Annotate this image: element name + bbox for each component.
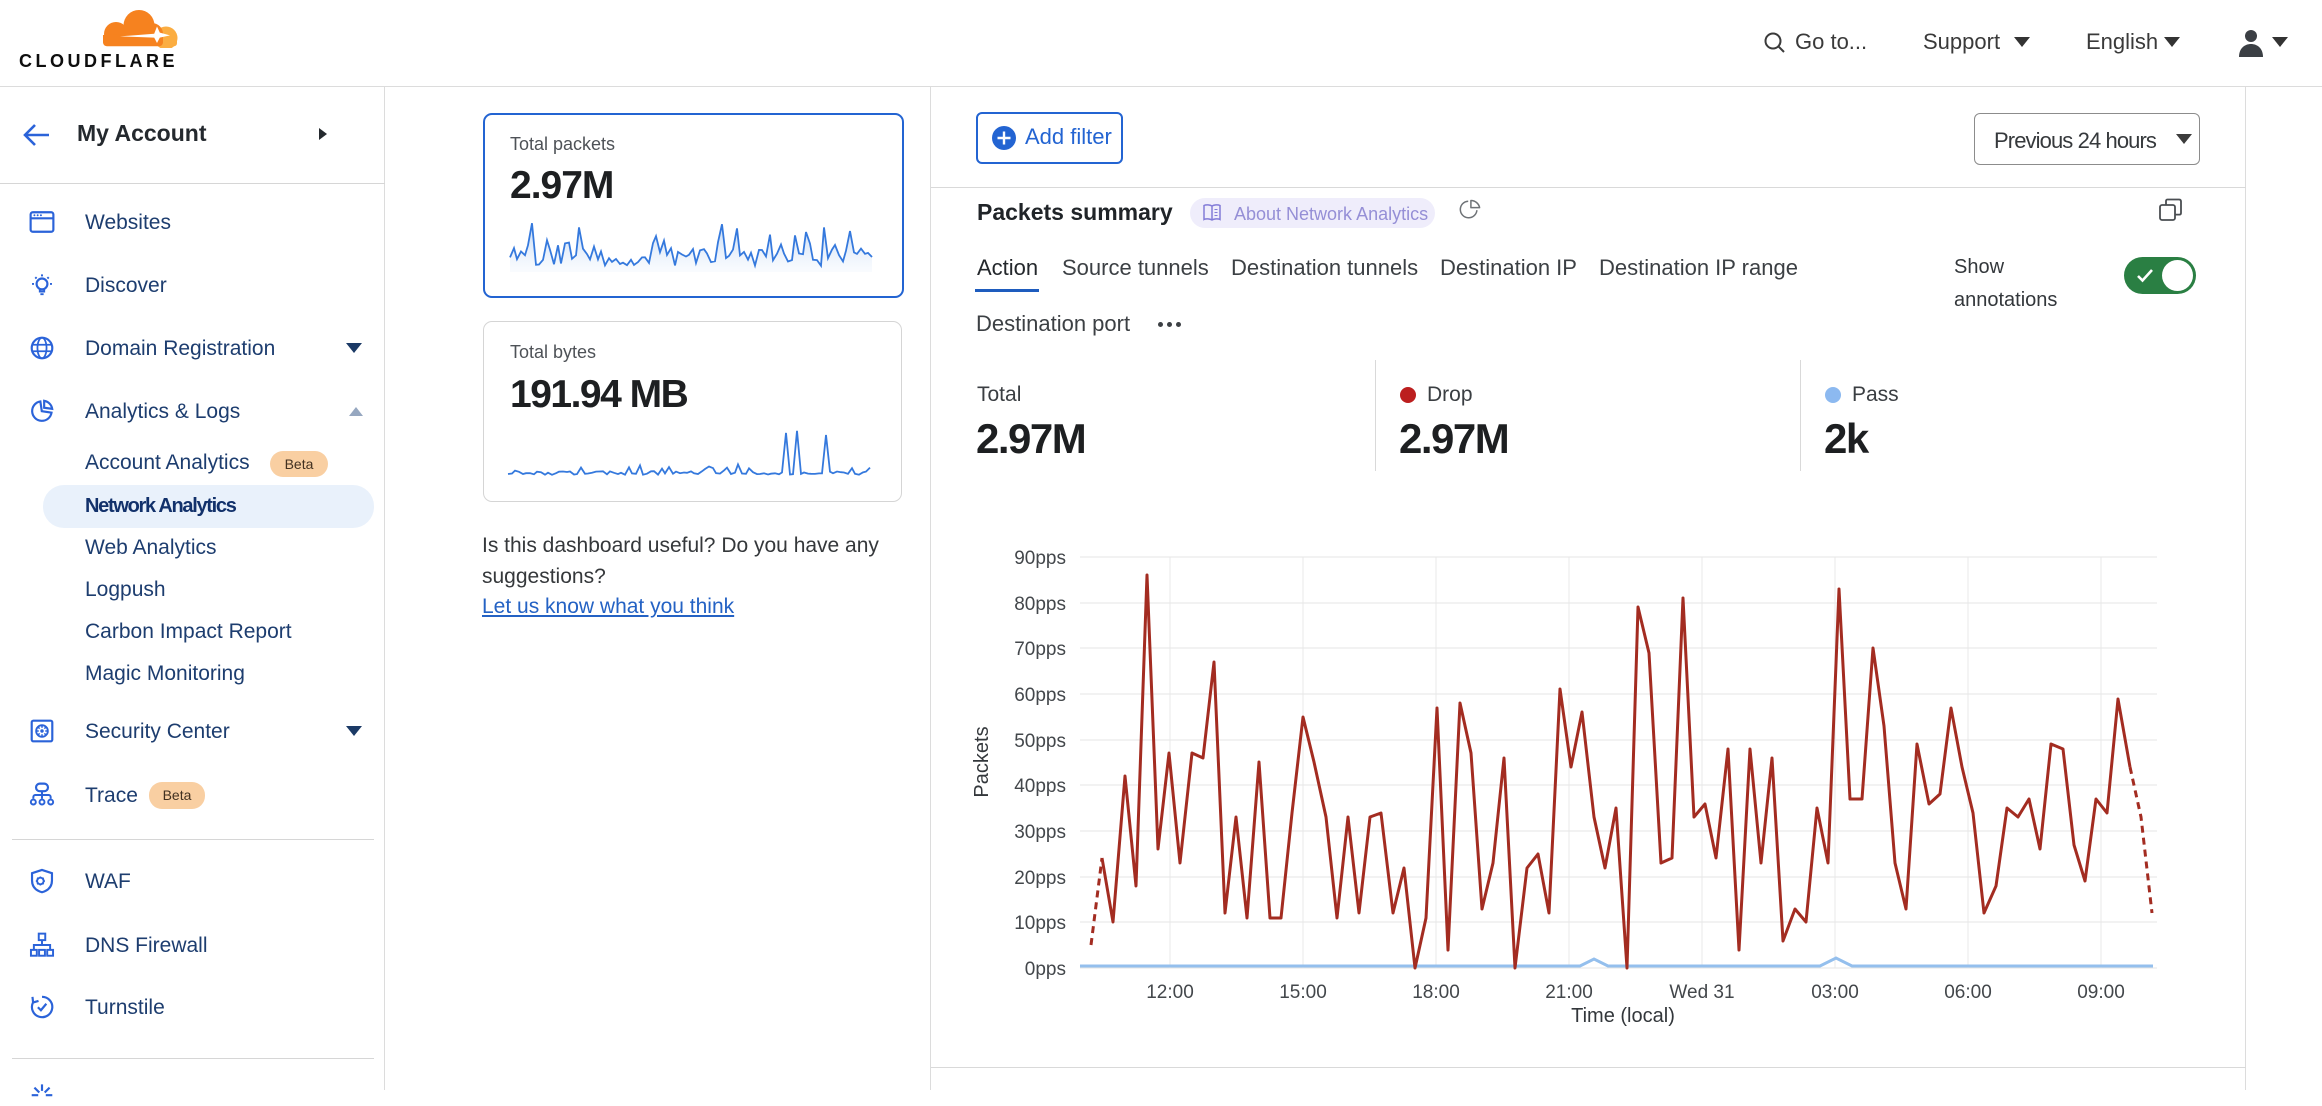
- svg-text:20pps: 20pps: [1014, 868, 1066, 889]
- svg-text:Packets: Packets: [971, 726, 993, 797]
- svg-text:03:00: 03:00: [1811, 982, 1859, 1003]
- svg-text:0pps: 0pps: [1025, 959, 1066, 980]
- svg-text:50pps: 50pps: [1014, 731, 1066, 752]
- svg-text:10pps: 10pps: [1014, 913, 1066, 934]
- svg-text:Wed 31: Wed 31: [1669, 982, 1734, 1003]
- svg-text:09:00: 09:00: [2077, 982, 2125, 1003]
- svg-text:15:00: 15:00: [1279, 982, 1327, 1003]
- svg-text:60pps: 60pps: [1014, 685, 1066, 706]
- svg-text:12:00: 12:00: [1146, 982, 1194, 1003]
- svg-text:Time (local): Time (local): [1571, 1005, 1675, 1027]
- svg-text:21:00: 21:00: [1545, 982, 1593, 1003]
- svg-text:18:00: 18:00: [1412, 982, 1460, 1003]
- svg-text:40pps: 40pps: [1014, 776, 1066, 797]
- svg-text:80pps: 80pps: [1014, 594, 1066, 615]
- svg-text:30pps: 30pps: [1014, 822, 1066, 843]
- svg-text:90pps: 90pps: [1014, 548, 1066, 569]
- svg-text:06:00: 06:00: [1944, 982, 1992, 1003]
- svg-text:70pps: 70pps: [1014, 639, 1066, 660]
